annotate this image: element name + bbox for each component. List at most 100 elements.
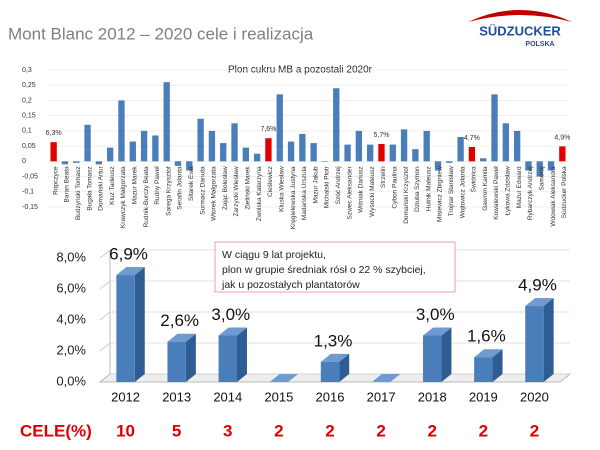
logo-sub: POLSKA: [525, 41, 554, 48]
y-tick-label: -0,05: [22, 173, 38, 180]
bar-top: [116, 267, 145, 276]
bar: [107, 147, 114, 162]
bar: [61, 161, 69, 165]
target-value: 2: [274, 421, 283, 440]
logo-arc: [468, 10, 572, 22]
bar: [50, 142, 57, 162]
x-tick-label: Wiśniak Dariusz: [358, 166, 365, 213]
grid-line: [99, 342, 111, 352]
x-tick-label: Kowalewski Paweł: [493, 166, 500, 220]
logo-name: SÜDZUCKER: [479, 23, 561, 38]
y-tick-label: -0,15: [22, 204, 38, 211]
grid-line: [99, 373, 111, 383]
x-tick-label: 2020: [520, 389, 549, 404]
annotation-line: W ciągu 9 lat projektu,: [222, 249, 326, 261]
bar: [536, 161, 543, 177]
bar: [220, 143, 227, 162]
x-tick-label: Samoraj: [538, 166, 545, 190]
bar: [116, 275, 135, 382]
bar: [276, 94, 283, 162]
value-label: 3,0%: [211, 305, 250, 324]
annotation-box: [214, 241, 456, 293]
x-tick-label: Gawron Kamila: [482, 166, 489, 211]
bar-top: [320, 353, 350, 362]
value-label: 5,7%: [373, 132, 389, 139]
x-tick-label: Madańska Urszula: [301, 166, 308, 220]
value-label: 1,6%: [467, 327, 506, 346]
y-tick-label: 0,1: [22, 128, 32, 135]
bar: [129, 141, 136, 162]
x-tick-label: 2016: [316, 389, 345, 404]
bar: [321, 161, 329, 162]
x-tick-label: Mazur Marek: [132, 166, 139, 205]
bar: [525, 306, 544, 382]
bar-top: [371, 374, 401, 382]
bar: [163, 82, 170, 162]
grid-line: [99, 280, 111, 290]
bar: [84, 124, 91, 162]
x-tick-label: 2015: [264, 389, 293, 404]
target-value: 3: [223, 421, 232, 440]
x-tick-label: 2017: [367, 389, 396, 404]
bar: [434, 161, 442, 171]
x-tick-label: Südzucker Polska: [561, 166, 568, 218]
bar-side: [339, 353, 350, 382]
x-tick-label: Mazur Jakub: [312, 166, 319, 204]
x-tick-label: Sarega Krzysztof: [165, 166, 172, 216]
bar: [73, 161, 80, 163]
x-tick-label: Baran Beata: [64, 166, 71, 203]
x-tick-label: Budzyński Tomasz: [75, 166, 82, 220]
x-tick-label: Zając Bolesław: [222, 166, 229, 210]
bar: [186, 161, 193, 171]
x-tick-label: Zieliński Marek: [245, 166, 252, 210]
value-label: 4,9%: [518, 276, 557, 295]
bar: [208, 130, 216, 162]
bar: [400, 129, 408, 162]
bar: [474, 357, 493, 382]
y-tick-label: 0,15: [22, 113, 36, 120]
bar: [412, 149, 419, 162]
bar: [299, 133, 306, 162]
x-tick-label: Dziuba Szymon: [414, 166, 421, 212]
slide-title: Mont Blanc 2012 – 2020 cele i realizacja: [8, 24, 314, 43]
bar: [457, 136, 464, 162]
y-tick-label: 0,3: [22, 67, 32, 74]
bar-side: [236, 327, 247, 382]
bar-side: [492, 349, 503, 382]
bar-side: [441, 327, 452, 382]
bar-side: [185, 333, 196, 382]
target-value: 2: [479, 421, 488, 440]
bar-side: [134, 267, 145, 382]
bar: [197, 118, 204, 162]
x-tick-label: Szwec Aleksander: [346, 166, 353, 220]
bar: [378, 143, 385, 162]
value-label: 4,7%: [464, 135, 480, 142]
bar: [242, 147, 249, 162]
value-label: 4,9%: [554, 134, 570, 141]
y-tick-label: 8,0%: [56, 249, 86, 264]
value-label: 7,6%: [260, 126, 276, 133]
bar: [491, 94, 498, 162]
bar: [118, 100, 125, 162]
bar-top: [525, 298, 554, 307]
bar: [355, 130, 363, 162]
target-value: 2: [427, 421, 436, 440]
bar: [218, 335, 237, 382]
x-tick-label: Kluz Tadeusz: [109, 166, 116, 205]
bar: [95, 161, 103, 165]
bar: [333, 88, 340, 162]
y-tick-label: 6,0%: [56, 280, 86, 295]
bar: [559, 146, 566, 162]
x-tick-label: Serafin Jolanta: [177, 166, 184, 210]
x-tick-label: Wtorek Małgorzata: [211, 166, 218, 221]
target-value: 2: [530, 421, 539, 440]
target-value: 5: [172, 421, 181, 440]
bar: [367, 144, 374, 162]
value-label: 1,3%: [314, 331, 353, 350]
x-tick-label: Krawczyk Małgorzata: [120, 166, 127, 228]
bar: [174, 161, 182, 166]
bar-top: [269, 374, 299, 382]
x-tick-label: Szóć Andrzej: [335, 166, 342, 204]
x-tick-label: Trojnar Stanisław: [448, 166, 455, 216]
x-tick-label: Mazur Edward: [516, 166, 523, 208]
